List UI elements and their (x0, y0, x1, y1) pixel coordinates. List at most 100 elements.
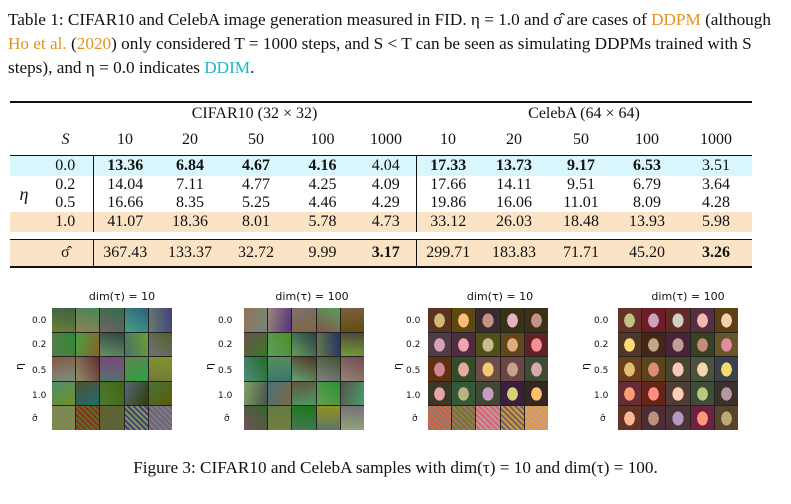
eta-value: 1.0 (38, 212, 93, 232)
sample-image (642, 332, 666, 357)
ddim-link[interactable]: DDIM (204, 58, 251, 77)
sample-image (52, 308, 76, 332)
sample-image (500, 332, 524, 357)
sample-image (292, 308, 316, 332)
cell: 6.84 (157, 155, 223, 176)
grid-title: dim(τ) = 100 (651, 290, 725, 303)
row-label: 0.0 (32, 316, 47, 326)
cell: 9.99 (289, 239, 356, 268)
sample-image (292, 332, 316, 357)
sample-image (524, 357, 548, 381)
sample-image (642, 381, 666, 406)
year-citation-link[interactable]: 2020 (76, 34, 112, 53)
sample-grid-celeba-100: dim(τ) = 100 0.0 0.2 η 0.5 1.0 σ̂ (579, 290, 776, 440)
cell: 8.09 (633, 194, 661, 211)
sample-grid-celeba-10: dim(τ) = 10 0.0 0.2 η 0.5 1.0 σ̂ (391, 290, 588, 440)
sample-image (500, 357, 524, 381)
cifar-group-label: CIFAR10 (32 × 32) (93, 101, 416, 125)
sample-image (642, 308, 666, 332)
sample-image (268, 332, 292, 357)
sample-image (714, 357, 738, 381)
sample-image (100, 308, 124, 332)
sample-image (428, 381, 452, 406)
sample-image (148, 332, 172, 357)
figure-caption: Figure 3: CIFAR10 and CelebA samples wit… (133, 458, 658, 477)
grid-title: dim(τ) = 10 (88, 290, 156, 303)
cell: 4.67 (223, 155, 289, 176)
row-label: 0.5 (406, 366, 421, 376)
cifar-steps-2: 50 (248, 131, 264, 148)
sample-image (618, 381, 642, 406)
sample-image (618, 308, 642, 332)
sample-image (524, 381, 548, 406)
sample-image (714, 308, 738, 332)
sample-image (476, 308, 500, 332)
sample-image (452, 308, 476, 332)
sample-image (268, 357, 292, 381)
ho-citation-link[interactable]: Ho et al. (8, 34, 67, 53)
sample-image (476, 381, 500, 406)
celeba-group-label: CelebA (64 × 64) (416, 101, 752, 125)
cell: 18.36 (157, 212, 223, 232)
table-row: 1.0 41.07 18.36 8.01 5.78 4.73 33.12 26.… (10, 212, 752, 232)
sample-image-grid (244, 308, 364, 430)
celeba-steps-0: 10 (440, 131, 456, 148)
sample-image (452, 381, 476, 406)
cell: 6.79 (633, 176, 661, 193)
sample-image (292, 381, 316, 406)
sample-image (452, 332, 476, 357)
sample-image (100, 357, 124, 381)
sample-image (244, 357, 268, 381)
table-row: σ̂ 367.43 133.37 32.72 9.99 3.17 299.71 … (10, 239, 752, 268)
sample-image (500, 381, 524, 406)
row-label: σ̂ (32, 414, 38, 424)
sample-image (316, 332, 340, 357)
ddpm-link[interactable]: DDPM (651, 10, 701, 29)
sample-image (690, 381, 714, 406)
sample-image (76, 332, 100, 357)
row-label: 0.2 (32, 340, 47, 350)
row-label: σ̂ (412, 414, 418, 424)
sample-image (244, 308, 268, 332)
sample-image (666, 357, 690, 381)
eta-value: σ̂ (38, 239, 93, 268)
row-label: 0.2 (218, 340, 233, 350)
sample-image (340, 332, 364, 357)
row-label: σ̂ (600, 414, 606, 424)
sample-image (316, 357, 340, 381)
cell: 5.78 (289, 212, 356, 232)
sample-image (316, 406, 340, 430)
cell: 5.25 (242, 194, 270, 211)
sample-image (690, 308, 714, 332)
sample-image (316, 381, 340, 406)
cifar-steps-3: 100 (310, 131, 335, 148)
eta-axis-label: η (390, 363, 404, 370)
cell: 8.01 (223, 212, 289, 232)
row-label: 0.2 (406, 340, 421, 350)
cifar-steps-1: 20 (182, 131, 198, 148)
sample-image (76, 308, 100, 332)
sample-image (292, 406, 316, 430)
row-label: 0.0 (218, 316, 233, 326)
cell: 11.01 (563, 194, 599, 211)
sample-image (642, 406, 666, 430)
row-label: 0.5 (32, 366, 47, 376)
row-label: 0.5 (218, 366, 233, 376)
row-label: 0.0 (594, 316, 609, 326)
sample-image (666, 308, 690, 332)
sample-image (524, 406, 548, 430)
cell: 32.72 (223, 239, 289, 268)
grid-title: dim(τ) = 10 (466, 290, 534, 303)
cell: 41.07 (92, 212, 157, 232)
sample-grid-cifar-100: dim(τ) = 100 0.0 0.2 η 0.5 1.0 σ̂ (203, 290, 400, 440)
sample-image (690, 357, 714, 381)
sample-image (428, 406, 452, 430)
row-label: 0.5 (594, 366, 609, 376)
caption-part-2: η = 1.0 and σ̂ are cases of (470, 10, 647, 29)
cell: 5.98 (680, 212, 752, 232)
cell: 3.64 (702, 176, 730, 193)
cell: 4.09 (371, 176, 400, 193)
cell: 8.35 (176, 194, 204, 211)
eta-axis-label: η (202, 363, 216, 370)
sample-image (124, 406, 148, 430)
